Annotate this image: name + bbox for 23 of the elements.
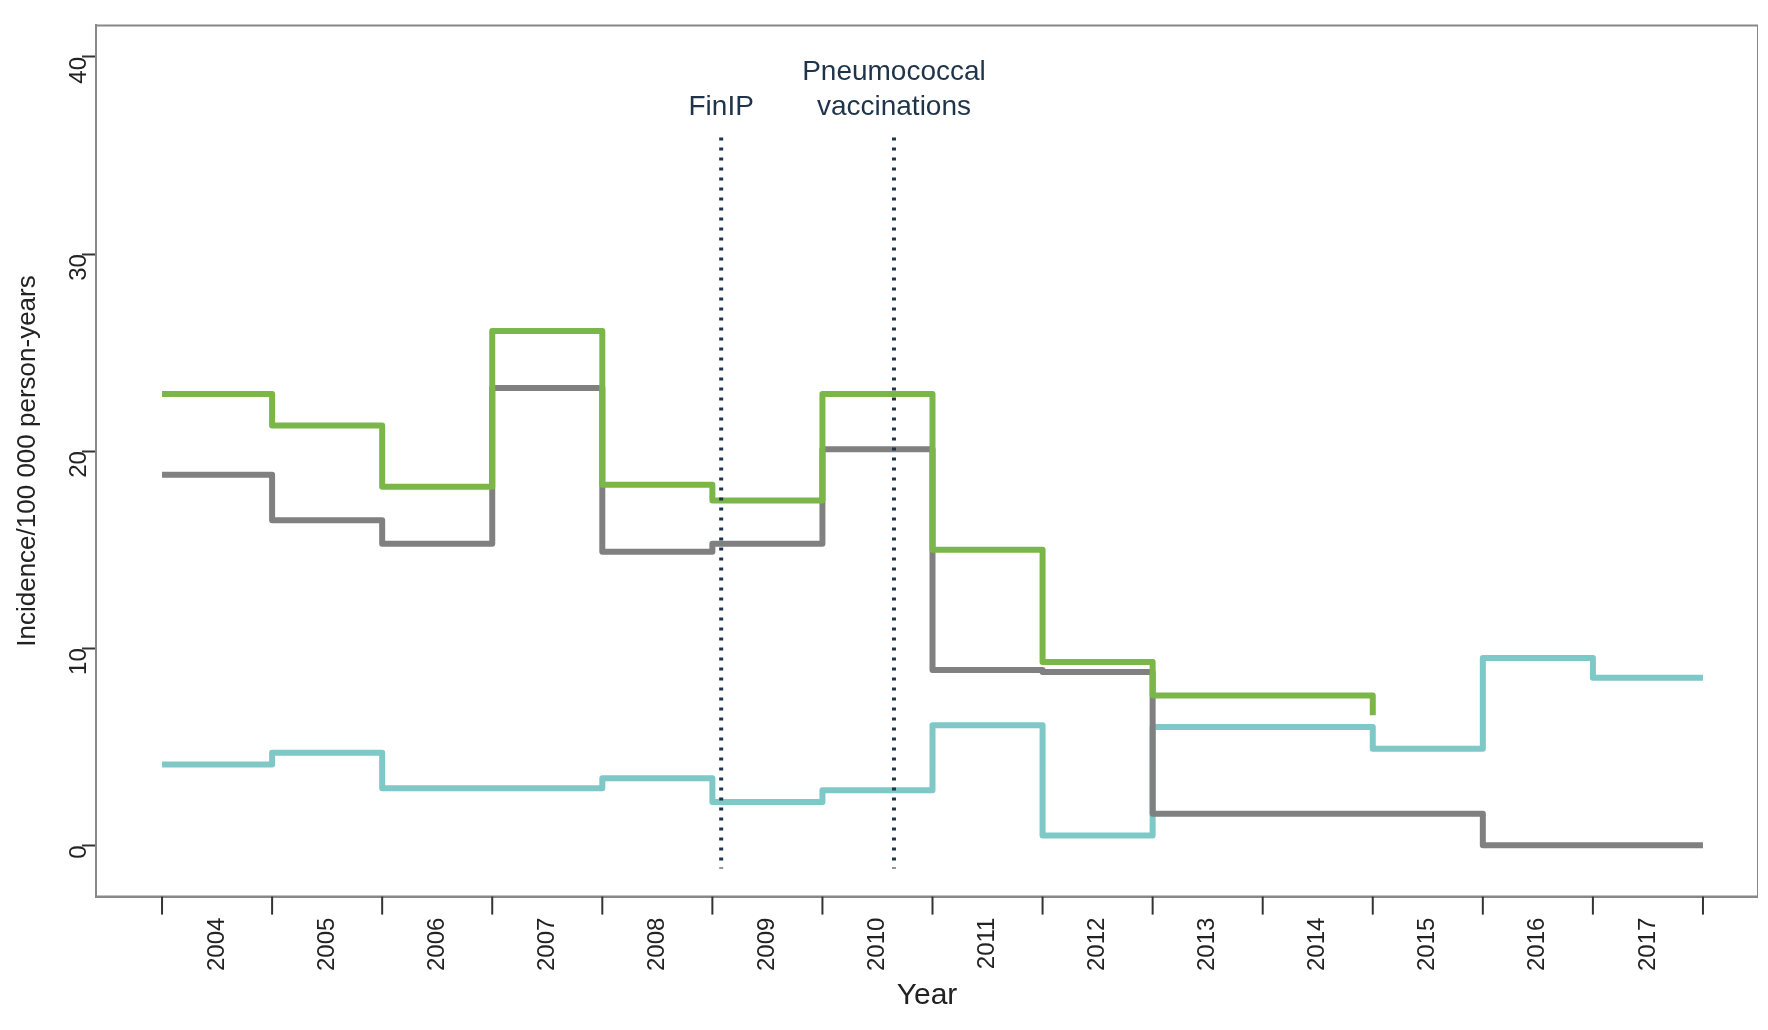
x-tick-label: 2006 [421, 917, 449, 971]
y-axis-title: Incidence/100 000 person-years [10, 275, 41, 647]
x-tick-label: 2011 [972, 917, 1000, 970]
y-tick-label: 20 [63, 451, 91, 478]
x-tick-label: 2010 [862, 917, 890, 971]
x-tick-label: 2013 [1192, 917, 1220, 971]
x-tick-label: 2008 [641, 917, 669, 971]
ref-line-label: FinIP [688, 90, 754, 122]
x-tick-label: 2017 [1632, 917, 1660, 971]
y-tick-label: 0 [63, 845, 91, 859]
x-axis-title: Year [896, 977, 958, 1011]
y-tick-label: 10 [63, 648, 91, 675]
x-tick-label: 2012 [1082, 917, 1110, 971]
y-tick-label: 30 [63, 254, 91, 281]
x-tick-label: 2009 [752, 917, 780, 971]
x-tick-label: 2007 [531, 917, 559, 971]
x-tick-label: 2005 [311, 917, 339, 971]
x-tick-label: 2016 [1522, 917, 1550, 971]
x-tick-label: 2004 [201, 917, 229, 971]
x-tick-label: 2015 [1412, 917, 1440, 971]
ref-line-label: Pneumococcal vaccinations [802, 55, 986, 122]
x-tick-label: 2014 [1302, 917, 1330, 971]
y-tick-label: 40 [63, 56, 91, 84]
